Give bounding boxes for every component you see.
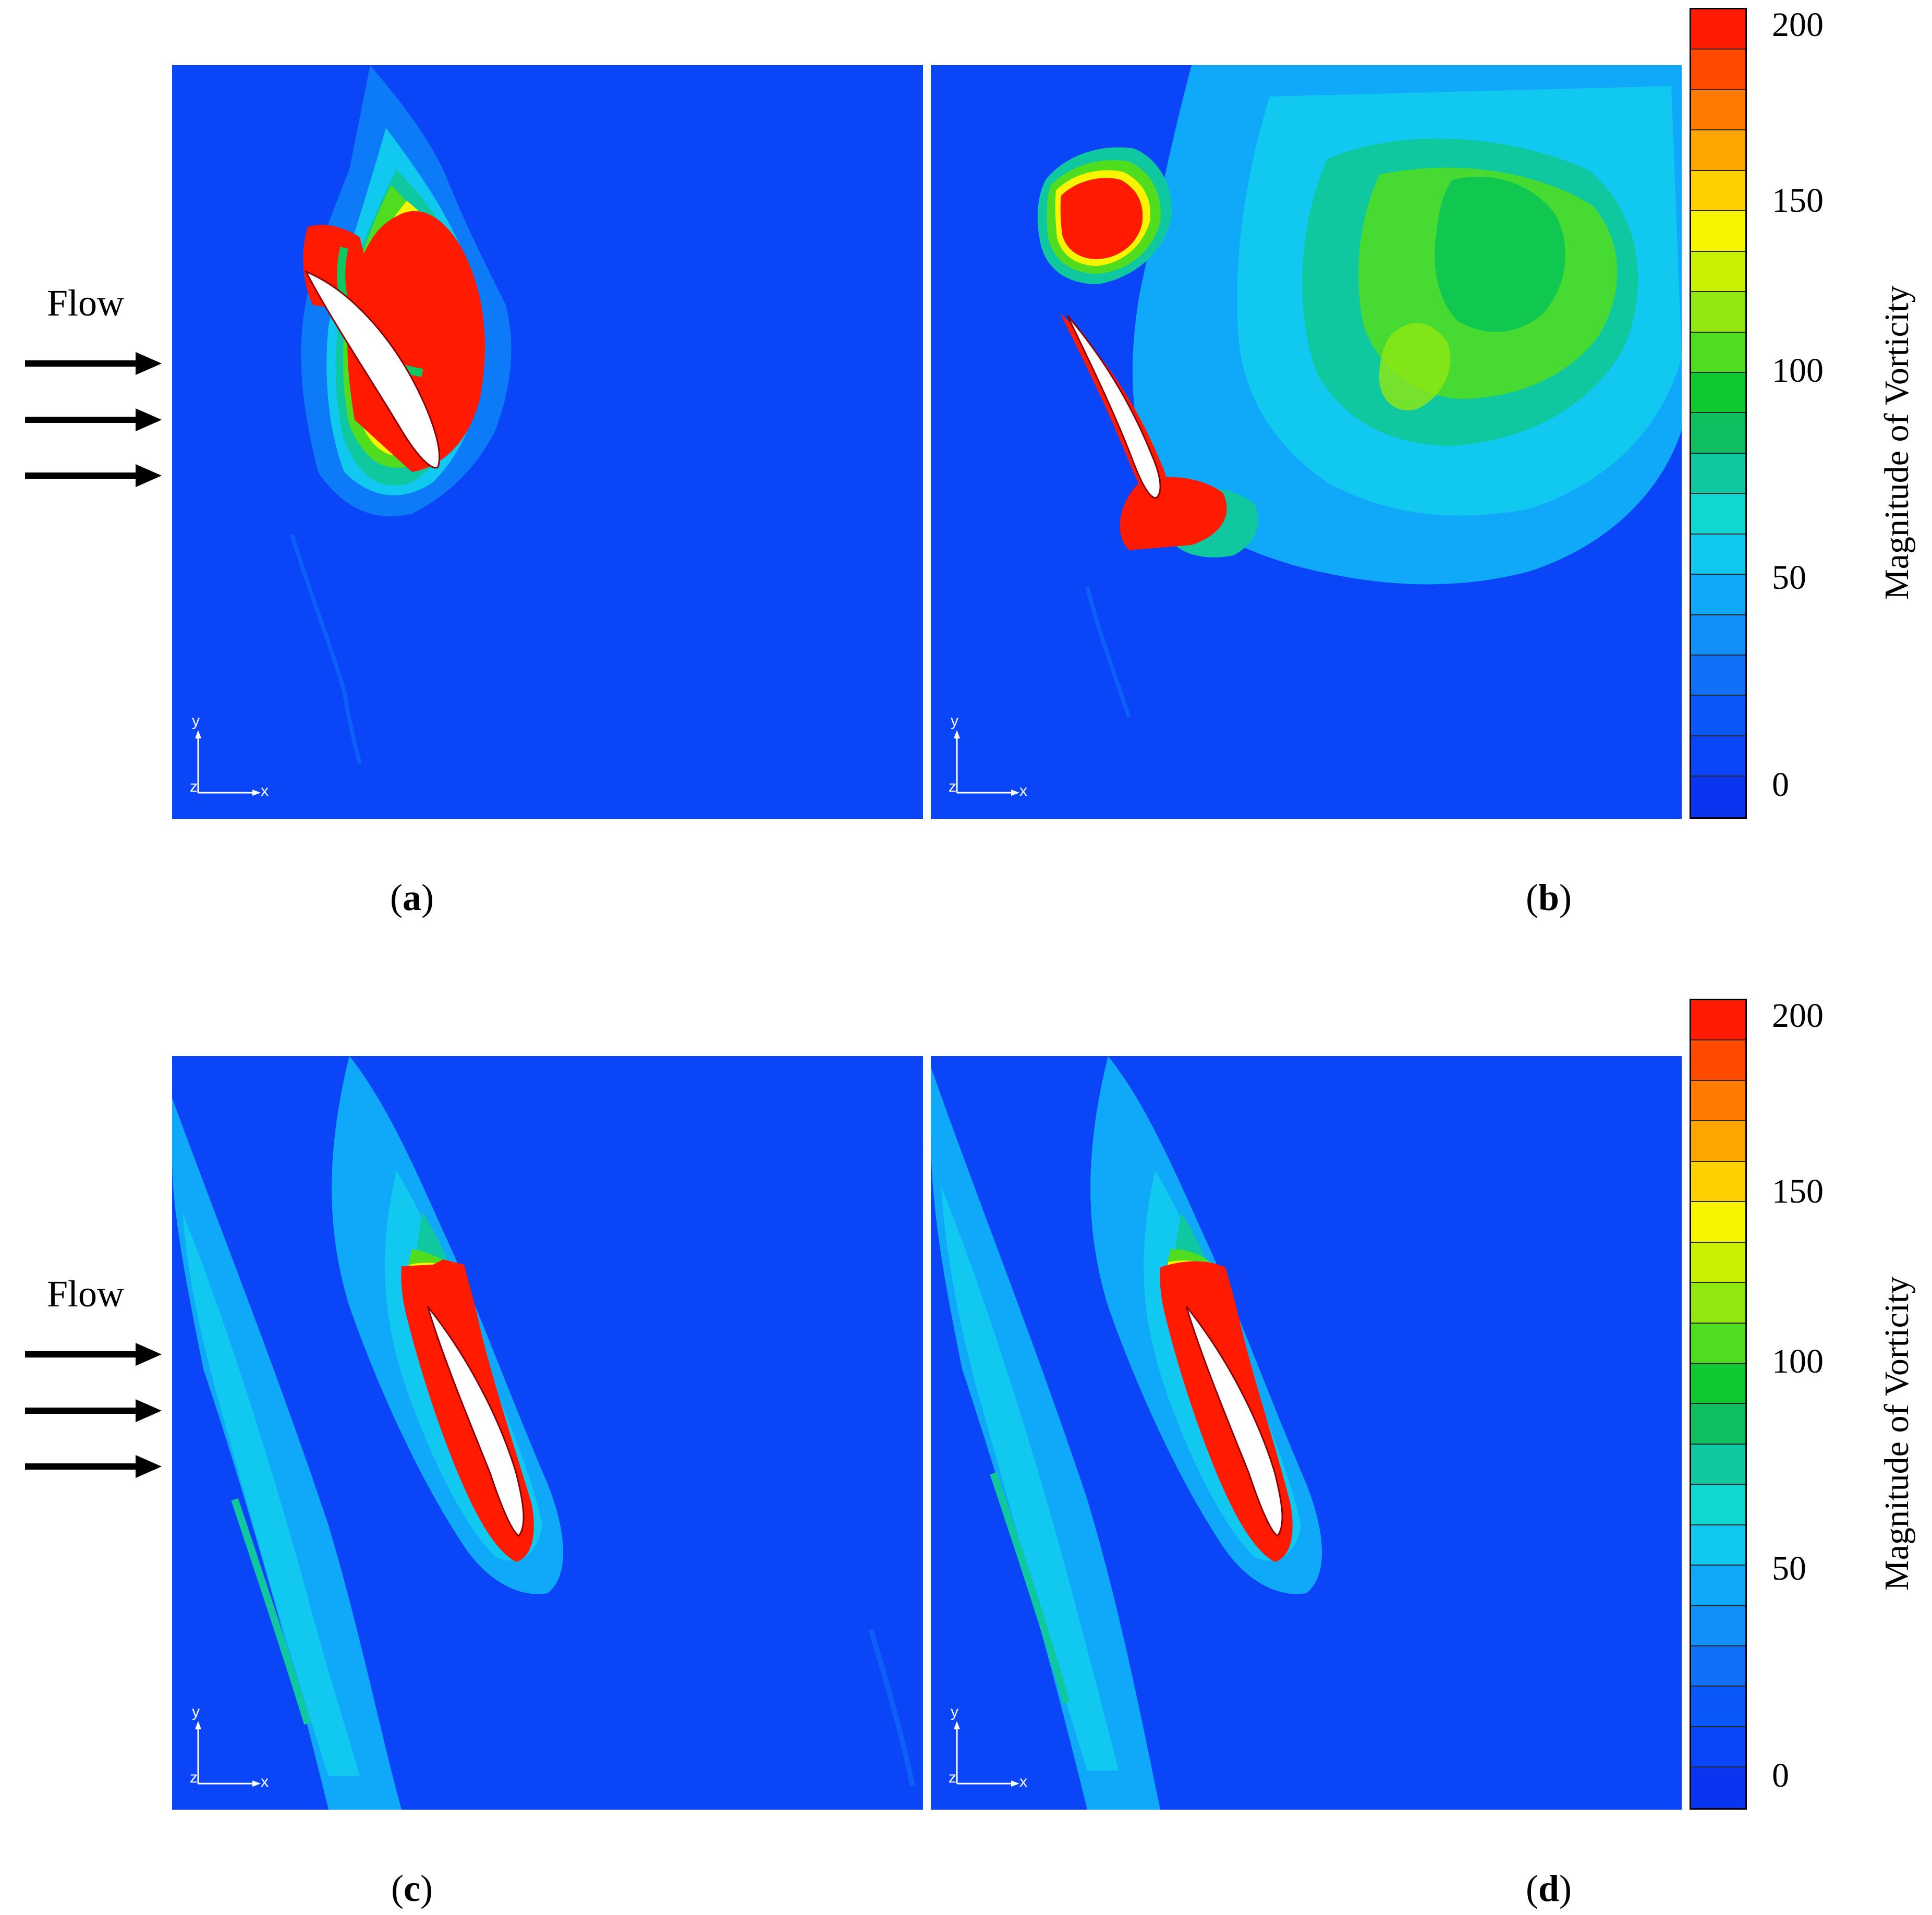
colorbar-swatch: [1691, 736, 1745, 777]
axis-glyph: y z x: [188, 712, 269, 803]
axis-label-z: z: [949, 1769, 956, 1786]
colorbar-tick: 200: [1772, 997, 1824, 1035]
colorbar-swatch: [1691, 332, 1745, 373]
colorbar-swatch: [1691, 1161, 1745, 1203]
caption-c: (c): [391, 1868, 433, 1909]
colorbar-swatch: [1691, 50, 1745, 90]
colorbar-swatch: [1691, 9, 1745, 50]
colorbar-swatch: [1691, 90, 1745, 131]
colorbar-title-top: Magnitude of Vorticity: [1878, 285, 1916, 600]
axis-label-y: y: [951, 1703, 958, 1720]
axis-label-z: z: [190, 1769, 198, 1786]
flow-arrow-icon: [25, 1343, 162, 1366]
colorbar-swatch: [1691, 1202, 1745, 1243]
colorbar-swatch: [1691, 1566, 1745, 1606]
colorbar-tick: 0: [1772, 766, 1789, 804]
vorticity-panel-a: y z x: [172, 65, 923, 819]
colorbar-tick: 50: [1772, 559, 1806, 597]
colorbar-swatch: [1691, 1404, 1745, 1445]
colorbar-swatch: [1691, 575, 1745, 615]
vorticity-panel-c: y z x: [172, 1056, 923, 1810]
colorbar-swatch: [1691, 534, 1745, 575]
colorbar-tick: 50: [1772, 1549, 1806, 1587]
axis-glyph: y z x: [946, 712, 1027, 803]
axis-label-x: x: [261, 1773, 269, 1790]
caption-d: (d): [1525, 1868, 1572, 1909]
colorbar-swatch: [1691, 1444, 1745, 1485]
axis-label-z: z: [190, 778, 198, 795]
colorbar-tick: 0: [1772, 1756, 1789, 1795]
colorbar-swatch: [1691, 130, 1745, 171]
colorbar-swatch: [1691, 372, 1745, 414]
axis-label-z: z: [949, 778, 956, 795]
colorbar-swatch: [1691, 1121, 1745, 1162]
colorbar-swatch: [1691, 1040, 1745, 1081]
colorbar-swatch: [1691, 413, 1745, 454]
colorbar-swatch: [1691, 1767, 1745, 1808]
flow-arrow-icon: [25, 352, 162, 375]
axis-label-y: y: [192, 1703, 200, 1720]
colorbar-swatch: [1691, 1606, 1745, 1646]
colorbar-swatch: [1691, 1000, 1745, 1041]
colorbar-swatch: [1691, 292, 1745, 333]
flow-label-bottom: Flow: [47, 1273, 125, 1315]
colorbar-tick: 200: [1772, 6, 1824, 44]
colorbar-swatch: [1691, 1687, 1745, 1727]
axis-glyph: y z x: [188, 1703, 269, 1794]
vorticity-panel-d: y z x: [931, 1056, 1682, 1810]
flow-arrow-icon: [25, 408, 162, 431]
colorbar-swatch: [1691, 1485, 1745, 1525]
colorbar-swatch: [1691, 1081, 1745, 1122]
axis-label-x: x: [1019, 1773, 1027, 1790]
flow-arrow-icon: [25, 1399, 162, 1422]
colorbar-swatch: [1691, 494, 1745, 535]
colorbar-bottom: [1690, 999, 1747, 1810]
colorbar-tick: 100: [1772, 1342, 1824, 1380]
flow-arrow-icon: [25, 464, 162, 487]
axis-label-x: x: [261, 782, 269, 799]
flow-label-top: Flow: [47, 282, 125, 324]
colorbar-swatch: [1691, 1283, 1745, 1324]
axis-label-y: y: [951, 712, 958, 730]
caption-b: (b): [1525, 877, 1572, 918]
colorbar-swatch: [1691, 171, 1745, 212]
vorticity-panel-b: y z x: [931, 65, 1682, 819]
colorbar-swatch: [1691, 1363, 1745, 1404]
colorbar-swatch: [1691, 1323, 1745, 1364]
colorbar-title-bottom: Magnitude of Vorticity: [1878, 1276, 1916, 1591]
flow-arrow-icon: [25, 1455, 162, 1478]
colorbar-swatch: [1691, 696, 1745, 736]
colorbar-swatch: [1691, 615, 1745, 656]
axis-label-x: x: [1019, 782, 1027, 799]
colorbar-swatch: [1691, 1242, 1745, 1283]
colorbar-tick: 150: [1772, 1172, 1824, 1210]
colorbar-swatch: [1691, 1525, 1745, 1566]
colorbar-swatch: [1691, 211, 1745, 252]
caption-a: (a): [390, 877, 434, 918]
axis-label-y: y: [192, 712, 200, 730]
colorbar-swatch: [1691, 251, 1745, 293]
colorbar-swatch: [1691, 656, 1745, 696]
colorbar-tick: 150: [1772, 181, 1824, 220]
axis-glyph: y z x: [946, 1703, 1027, 1794]
colorbar-swatch: [1691, 1727, 1745, 1768]
colorbar-swatch: [1691, 1646, 1745, 1687]
colorbar-swatch: [1691, 777, 1745, 817]
colorbar-tick: 100: [1772, 352, 1824, 390]
colorbar-swatch: [1691, 453, 1745, 494]
colorbar-top: [1690, 8, 1747, 819]
